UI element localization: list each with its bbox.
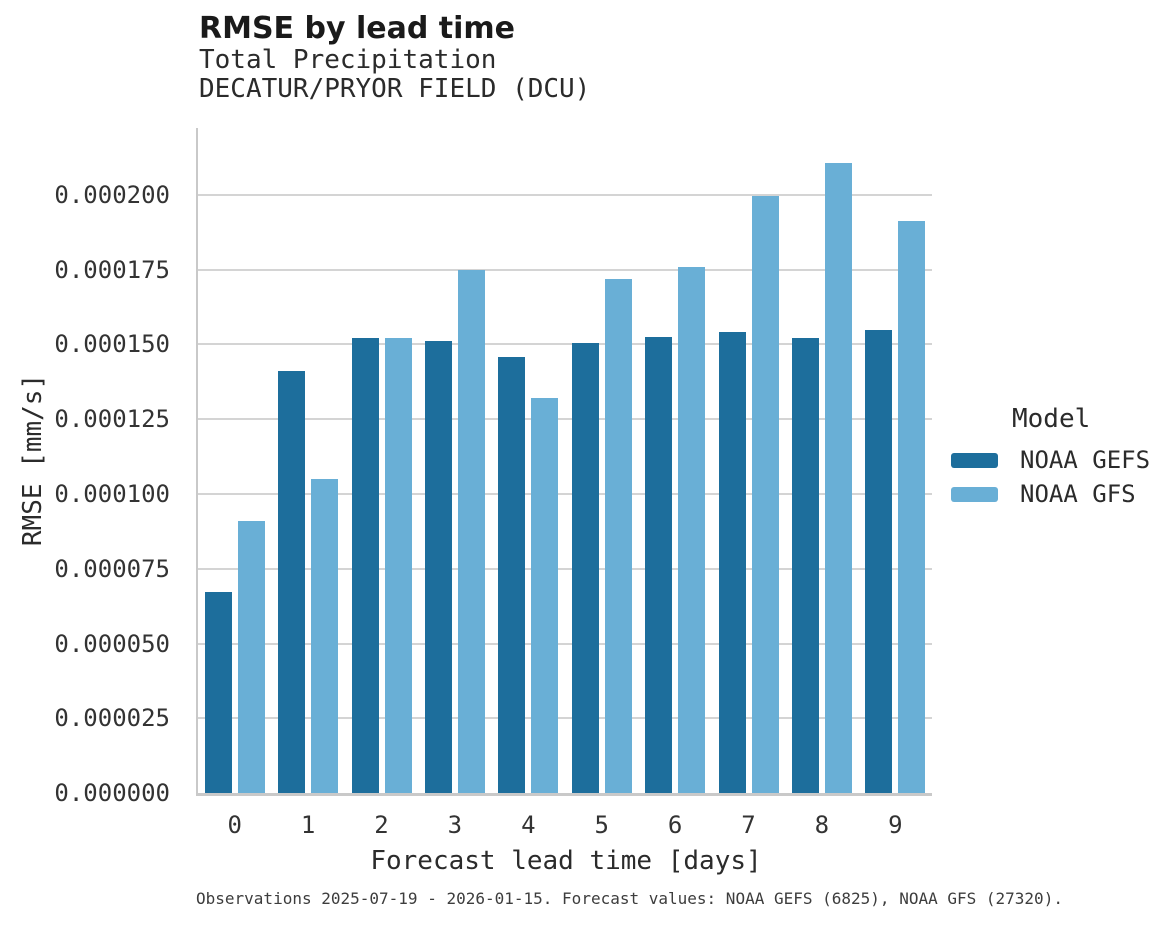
bar-noaa-gefs-day-1 <box>278 371 306 793</box>
gridline <box>198 493 932 495</box>
x-tick-label: 9 <box>888 811 903 839</box>
bar-noaa-gfs-day-8 <box>824 162 852 793</box>
chart-subtitle-variable: Total Precipitation <box>199 45 497 75</box>
gridline <box>198 343 932 346</box>
bar-noaa-gfs-day-6 <box>678 266 706 793</box>
legend-label-noaa-gfs: NOAA GFS <box>1020 480 1136 508</box>
bar-noaa-gefs-day-7 <box>718 331 746 793</box>
bar-noaa-gfs-day-4 <box>531 398 559 793</box>
plot-area: 0.000000 0.000025 0.000050 0.000075 0.000100… <box>54 128 932 838</box>
legend-swatch-noaa-gfs <box>951 486 998 502</box>
gridline <box>198 642 932 645</box>
bar-noaa-gfs-day-7 <box>751 195 779 793</box>
bar-noaa-gefs-day-2 <box>351 337 379 793</box>
bar-noaa-gefs-day-8 <box>791 337 819 793</box>
chart-title: RMSE by lead time <box>199 11 515 46</box>
legend-item-noaa-gfs: NOAA GFS <box>951 480 1150 508</box>
bar-noaa-gefs-day-3 <box>424 340 452 793</box>
y-tick-label: 0.000100 <box>54 480 170 508</box>
gridline <box>198 567 932 570</box>
caption: Observations 2025-07-19 - 2026-01-15. Fo… <box>196 889 1063 908</box>
legend-swatch-noaa-gefs <box>951 452 998 468</box>
bar-noaa-gefs-day-0 <box>204 591 232 793</box>
x-tick-label: 3 <box>447 811 463 839</box>
x-tick-label: 8 <box>814 811 830 839</box>
y-tick-label: 0.000175 <box>54 255 170 284</box>
bar-noaa-gfs-day-0 <box>237 520 265 793</box>
legend-label-noaa-gefs: NOAA GEFS <box>1020 446 1151 474</box>
chart-subtitle-station: DECATUR/PRYOR FIELD (DCU) <box>199 74 591 104</box>
gridline <box>198 717 932 720</box>
y-tick-label: 0.000200 <box>54 180 170 209</box>
x-tick-label: 6 <box>667 811 683 839</box>
bar-noaa-gfs-day-1 <box>311 478 339 793</box>
y-tick-label: 0.000125 <box>54 405 170 434</box>
gridline <box>198 193 932 196</box>
y-axis-label: RMSE [mm/s] <box>18 373 48 547</box>
y-tick-label: 0.000050 <box>54 629 170 658</box>
bar-noaa-gefs-day-9 <box>865 330 893 793</box>
bar-noaa-gefs-day-5 <box>571 343 599 793</box>
bar-noaa-gfs-day-5 <box>604 279 632 793</box>
x-axis-label: Forecast lead time [days] <box>370 846 762 876</box>
y-tick-label: 0.000000 <box>54 779 170 807</box>
bar-noaa-gefs-day-6 <box>645 337 673 793</box>
gridline <box>198 268 932 271</box>
x-tick-label: 7 <box>741 811 756 839</box>
title-block: RMSE by lead time Total Precipitation DE… <box>199 12 590 104</box>
bar-noaa-gefs-day-4 <box>498 356 526 793</box>
legend-title: Model <box>1012 404 1091 434</box>
x-tick-label: 4 <box>521 811 536 839</box>
bar-noaa-gfs-day-9 <box>898 220 926 793</box>
gridline <box>198 418 932 421</box>
x-tick-label: 1 <box>300 811 316 839</box>
legend: Model NOAA GEFS NOAA GFS <box>951 404 1150 514</box>
bar-noaa-gfs-day-3 <box>457 270 485 793</box>
y-tick-label: 0.000025 <box>54 704 170 733</box>
x-tick-label: 0 <box>227 811 242 839</box>
x-tick-label: 2 <box>374 811 389 839</box>
bar-noaa-gfs-day-2 <box>384 337 412 793</box>
legend-item-noaa-gefs: NOAA GEFS <box>951 446 1150 474</box>
y-tick-label: 0.000150 <box>54 330 170 359</box>
x-tick-label: 5 <box>594 811 609 839</box>
y-tick-label: 0.000075 <box>54 554 170 583</box>
